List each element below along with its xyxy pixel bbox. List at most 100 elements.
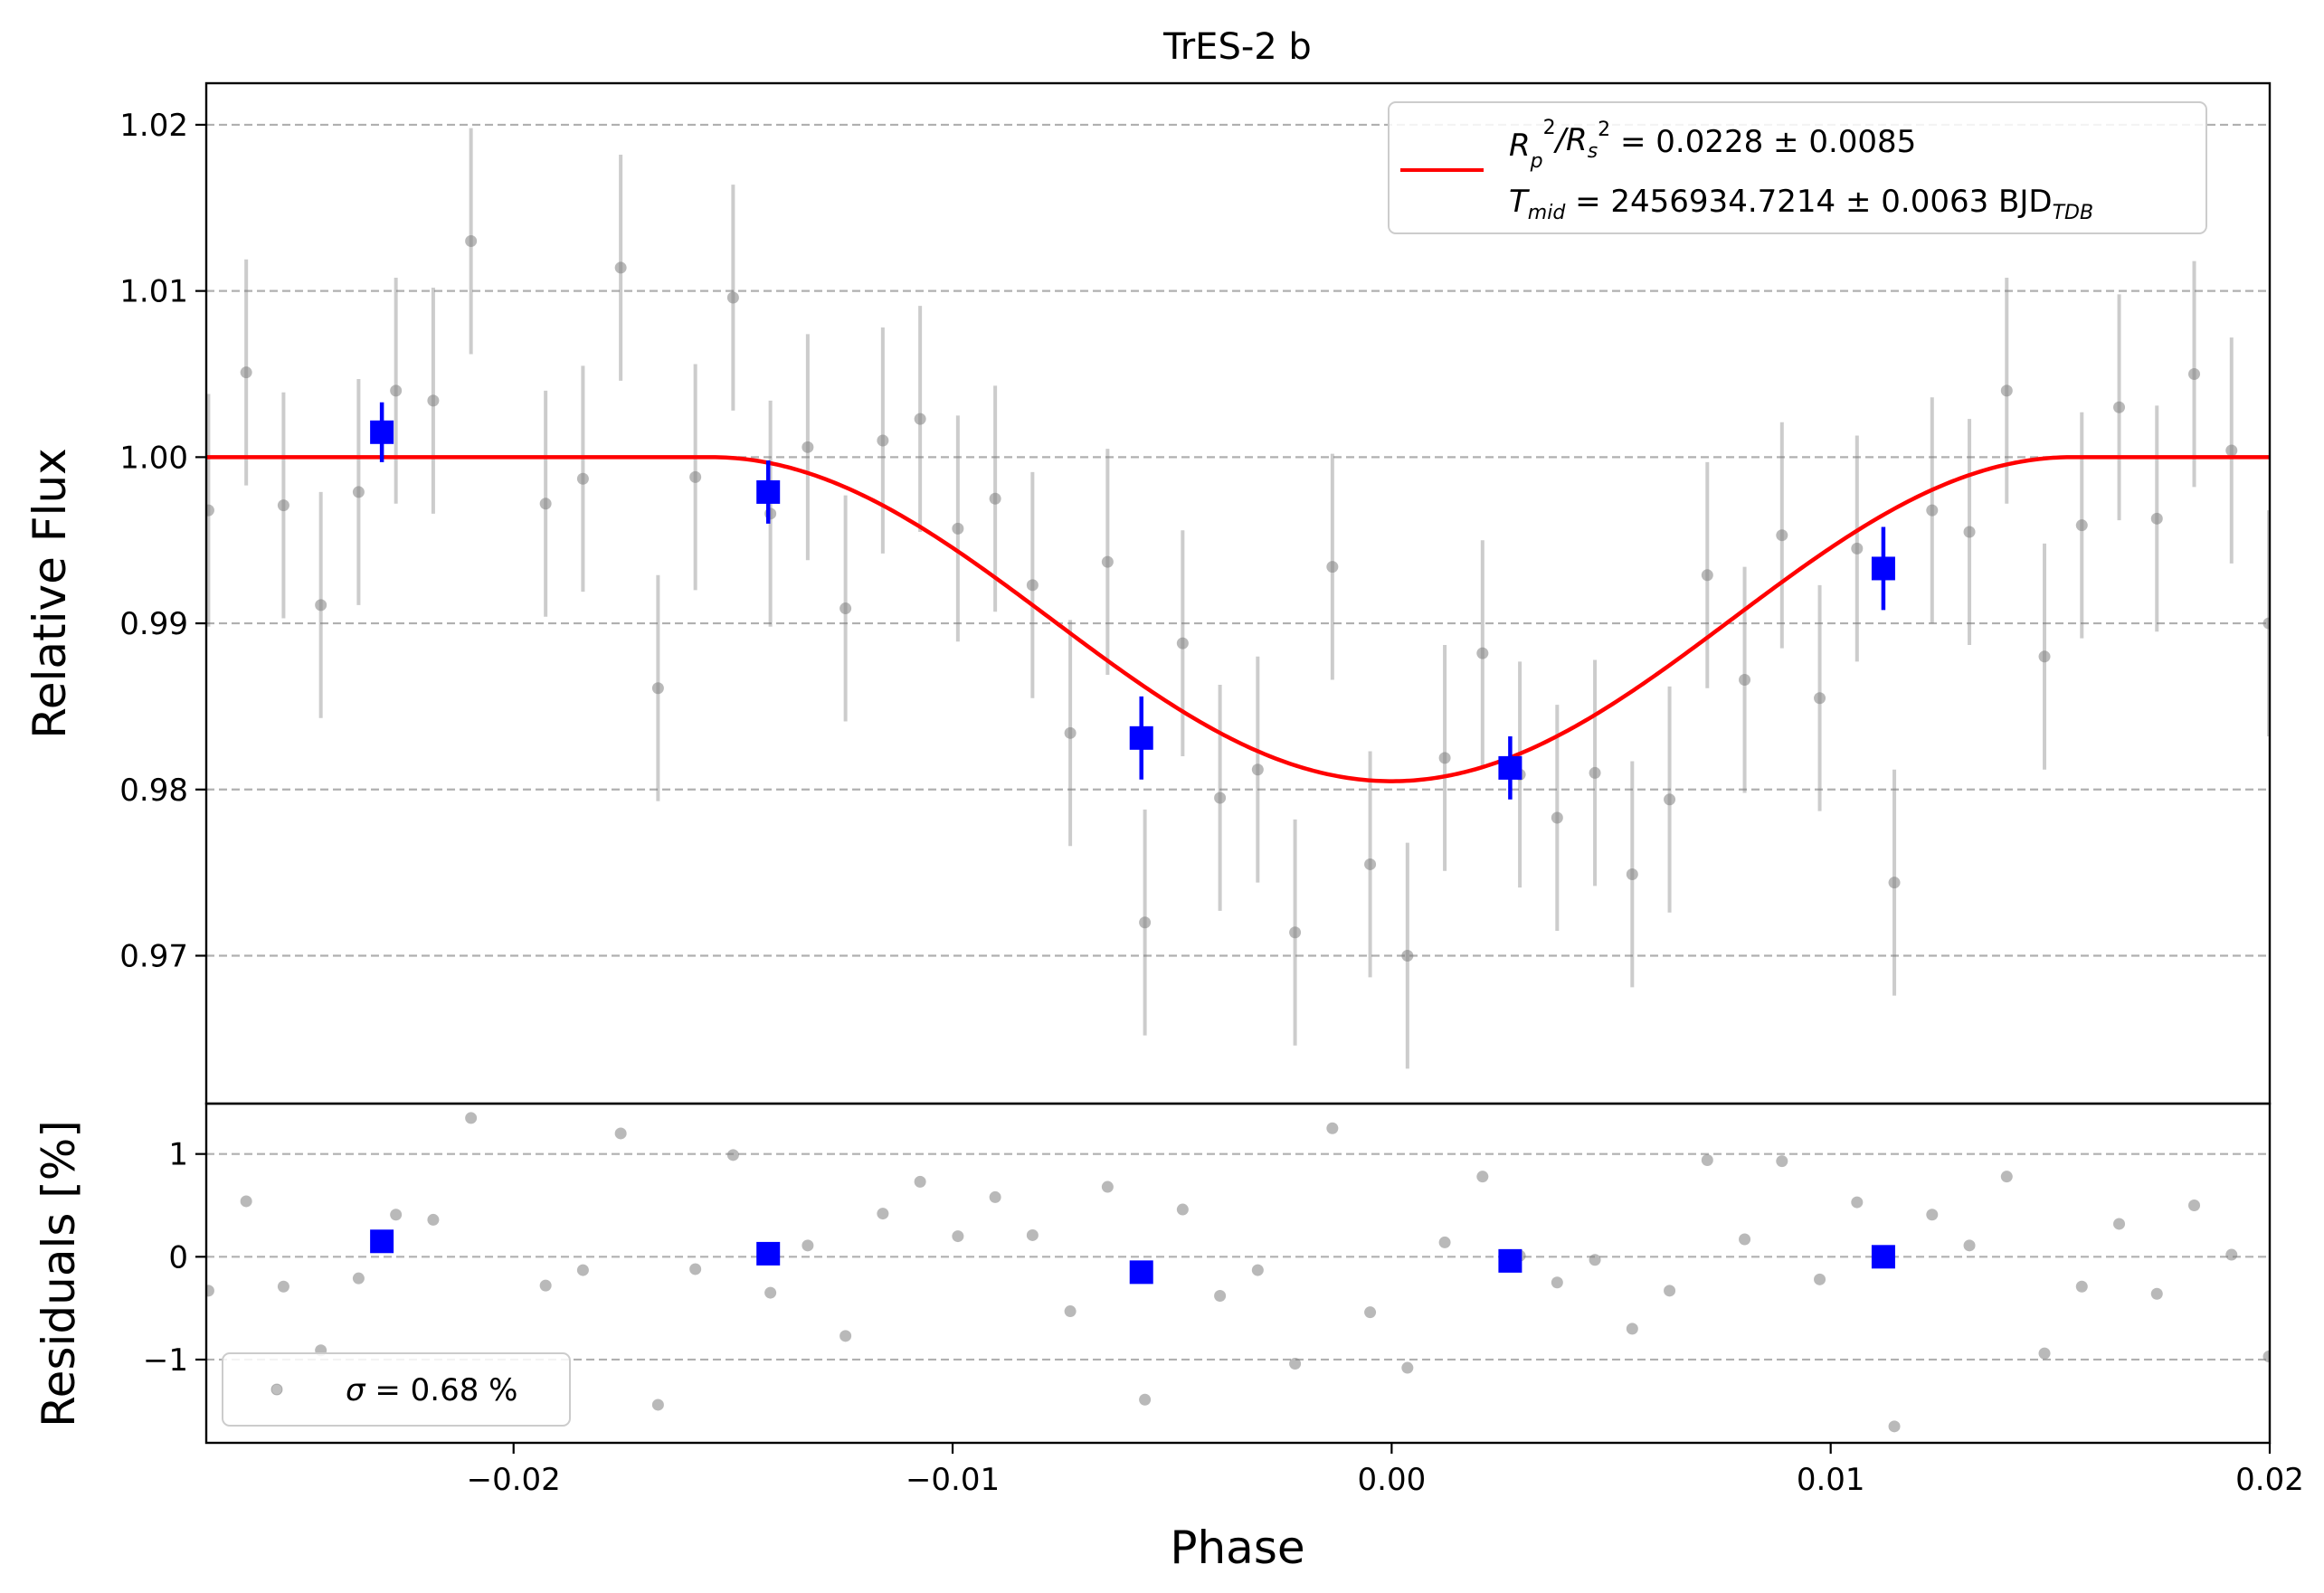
- raw-data-point: [914, 412, 926, 425]
- raw-data-point: [1589, 766, 1601, 779]
- main-y-tick-label: 1.00: [119, 440, 188, 476]
- x-tick-label: 0.01: [1797, 1462, 1865, 1498]
- residual-raw-point: [390, 1209, 403, 1221]
- raw-data-point: [277, 499, 289, 512]
- x-tick-label: −0.02: [467, 1462, 561, 1498]
- raw-data-point: [2038, 650, 2051, 663]
- residual-plot-frame: [204, 1102, 2272, 1445]
- residual-raw-point: [1626, 1323, 1638, 1335]
- raw-data-point: [2262, 617, 2270, 630]
- raw-data-point: [2000, 384, 2013, 397]
- residual-raw-point: [1101, 1181, 1114, 1193]
- residual-raw-point: [764, 1286, 777, 1299]
- residual-raw-point: [2075, 1280, 2088, 1293]
- raw-data-point: [1438, 752, 1451, 764]
- residual-y-tick-label: 1: [168, 1137, 188, 1173]
- main-legend-box: [1388, 101, 2207, 234]
- binned-data-point: [756, 479, 781, 504]
- residual-raw-point: [989, 1190, 1001, 1203]
- x-tick-label: −0.01: [906, 1462, 1000, 1498]
- residual-raw-point: [1251, 1264, 1264, 1276]
- main-gridlines: [206, 123, 2270, 957]
- raw-data-point: [2300, 392, 2312, 403]
- residual-raw-point: [2225, 1248, 2238, 1261]
- raw-data-point: [240, 366, 252, 379]
- raw-data-point: [206, 504, 214, 517]
- residual-raw-point: [1814, 1273, 1826, 1285]
- residual-raw-point: [1926, 1209, 1939, 1221]
- residual-raw-point: [952, 1230, 964, 1243]
- raw-data-point: [1739, 674, 1751, 687]
- residual-binned-point: [756, 1241, 781, 1266]
- residual-binned-point: [370, 1229, 394, 1254]
- residual-raw-point: [2038, 1347, 2051, 1360]
- chart-title: TrES-2 b: [1162, 26, 1312, 68]
- x-ticks: −0.02 −0.01 0.00 0.01 0.02: [467, 1443, 2304, 1498]
- raw-data-point: [2225, 444, 2238, 457]
- residual-raw-point: [1326, 1122, 1339, 1134]
- binned-data-point: [1871, 556, 1895, 581]
- legend-entry-sigma: σ = 0.68 %: [346, 1372, 517, 1408]
- raw-data-point: [839, 602, 852, 615]
- raw-data-point: [614, 261, 627, 274]
- binned-data-point: [1498, 755, 1522, 780]
- x-tick-label: 0.00: [1358, 1462, 1427, 1498]
- residual-raw-point: [1364, 1306, 1377, 1319]
- raw-data-point: [1888, 877, 1901, 889]
- residual-raw-point: [1776, 1155, 1788, 1168]
- raw-data-point: [1814, 692, 1826, 705]
- main-y-tick-label: 0.99: [119, 606, 188, 642]
- raw-data-point: [1926, 504, 1939, 517]
- residual-raw-point: [1476, 1171, 1489, 1183]
- residual-raw-point: [726, 1149, 739, 1162]
- residual-raw-point: [651, 1399, 664, 1411]
- residual-raw-point: [240, 1195, 252, 1208]
- raw-data-point: [726, 291, 739, 304]
- residual-raw-point: [2150, 1287, 2163, 1300]
- raw-data-point: [1139, 916, 1152, 929]
- main-plot-frame: [204, 81, 2272, 1105]
- raw-data-point: [465, 235, 478, 248]
- residual-raw-point: [839, 1330, 852, 1342]
- residual-raw-point: [2300, 1216, 2312, 1228]
- raw-data-point: [1326, 561, 1339, 574]
- residual-legend-box: [222, 1352, 571, 1427]
- residual-raw-point: [1026, 1228, 1039, 1241]
- raw-data-point: [689, 470, 702, 483]
- residual-raw-point: [465, 1112, 478, 1124]
- residual-y-tick-label: 0: [168, 1239, 188, 1275]
- legend-entry-radius-ratio: Rp2/Rs2 = 0.0228 ± 0.0085: [1509, 117, 1916, 173]
- residual-raw-point: [427, 1213, 440, 1226]
- residual-raw-point: [1589, 1254, 1601, 1266]
- raw-data-point: [315, 599, 327, 612]
- raw-data-point: [1963, 526, 1976, 538]
- residual-raw-point: [1401, 1361, 1414, 1374]
- residual-raw-point: [277, 1280, 289, 1293]
- residual-raw-point: [539, 1279, 552, 1292]
- residual-binned-point: [1498, 1248, 1522, 1273]
- raw-data-point: [1851, 542, 1864, 555]
- raw-data-point: [877, 434, 889, 447]
- main-y-tick-label: 0.97: [119, 938, 188, 974]
- residual-raw-point: [1963, 1239, 1976, 1252]
- raw-data-point: [1251, 763, 1264, 776]
- raw-data-point: [1176, 637, 1189, 650]
- raw-data-point: [1026, 579, 1039, 592]
- residual-raw-point: [2000, 1171, 2013, 1183]
- residual-raw-point: [1289, 1358, 1302, 1370]
- raw-data-point: [1401, 949, 1414, 962]
- raw-data-point: [390, 384, 403, 397]
- raw-data-point: [1776, 529, 1788, 542]
- raw-data-point: [952, 522, 964, 535]
- raw-data-point: [1289, 926, 1302, 939]
- raw-data-point: [1101, 555, 1114, 568]
- x-axis-title: Phase: [1170, 1522, 1304, 1574]
- raw-data-point: [2150, 512, 2163, 525]
- residual-raw-point: [1438, 1236, 1451, 1248]
- raw-data-point: [352, 486, 365, 498]
- binned-data-point: [370, 420, 394, 444]
- residual-raw-points: [206, 1112, 2312, 1433]
- residual-raw-point: [2113, 1218, 2126, 1230]
- residual-raw-point: [877, 1208, 889, 1220]
